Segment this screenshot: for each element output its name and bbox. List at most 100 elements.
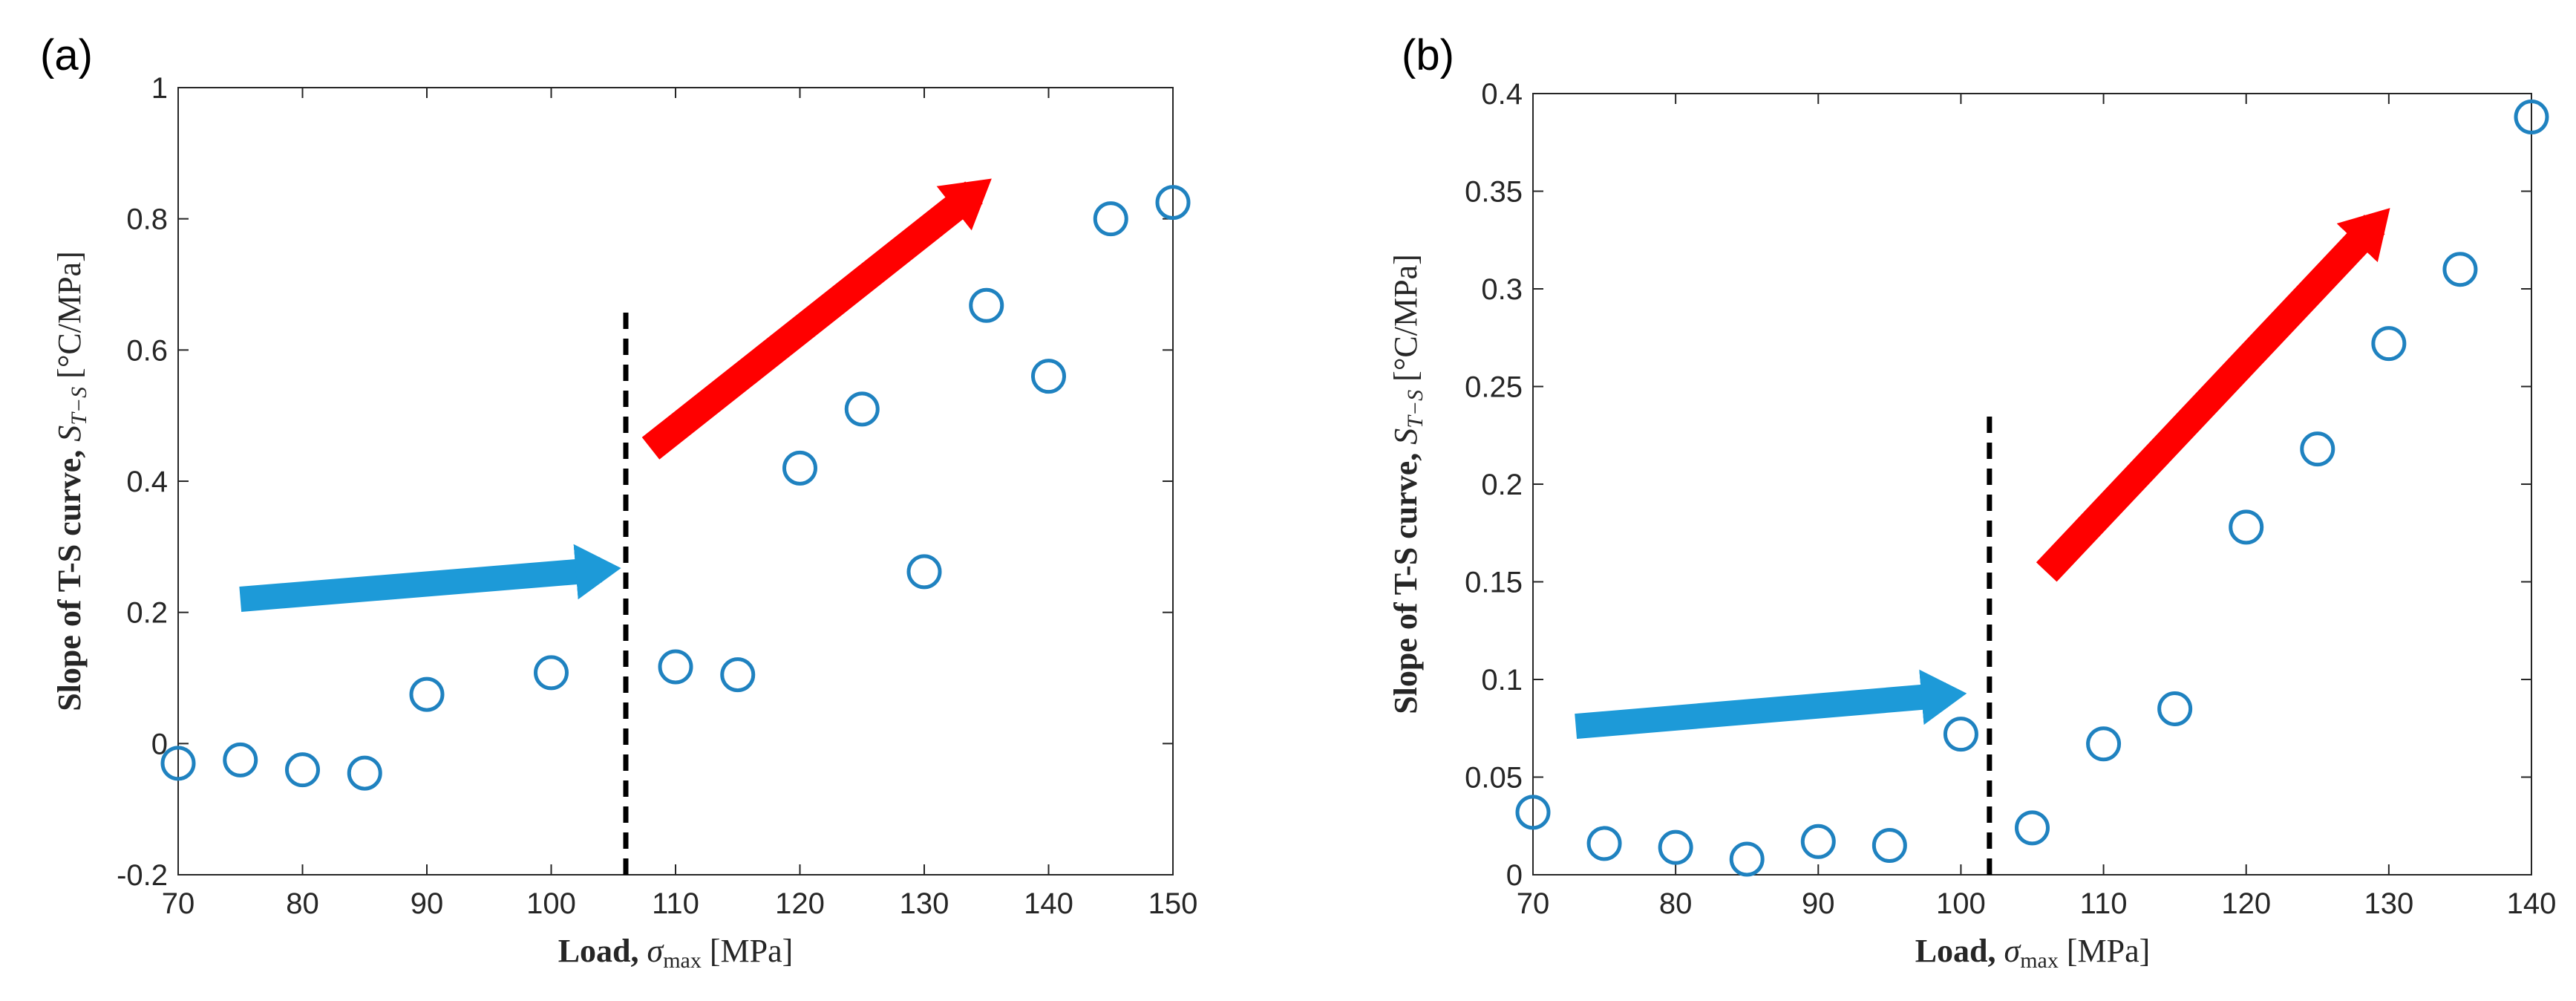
data-point bbox=[1093, 201, 1128, 237]
y-axis-title-b: Slope of T-S curve, ST−S [°C/MPa] bbox=[1387, 254, 1428, 714]
plot-area-a bbox=[177, 87, 1174, 876]
chart-panel-a: (a) 70 80 90 100 110 120 130 140 150 -0.2 0 0.2 0.4… bbox=[40, 31, 1197, 973]
plot-area-b bbox=[1532, 93, 2532, 876]
x-tick-label: 90 bbox=[411, 887, 444, 920]
x-axis-title-symbol: σ bbox=[2004, 933, 2022, 969]
data-point bbox=[2514, 100, 2549, 135]
data-series-a bbox=[160, 185, 1191, 791]
data-point bbox=[2371, 326, 2407, 362]
annotations-a bbox=[239, 178, 992, 875]
x-axis-title-suffix: [MPa] bbox=[2059, 933, 2150, 969]
y-tick-label: -0.2 bbox=[117, 859, 168, 892]
y-tick-label: 0.15 bbox=[1465, 567, 1523, 599]
y-axis-title-suffix: [°C/MPa] bbox=[1387, 254, 1424, 390]
x-tick-label: 120 bbox=[775, 887, 825, 920]
x-tick-label: 110 bbox=[652, 887, 699, 920]
data-point bbox=[2442, 252, 2478, 287]
red-trend-arrow bbox=[641, 178, 992, 460]
y-tick-label: 0.2 bbox=[1481, 469, 1523, 501]
x-tick-label: 70 bbox=[1517, 887, 1550, 920]
y-axis-title-symbol: S bbox=[1387, 428, 1424, 445]
data-point bbox=[1943, 717, 1978, 752]
x-tick-label: 90 bbox=[1802, 887, 1835, 920]
x-tick-label: 80 bbox=[286, 887, 319, 920]
x-tick-label: 120 bbox=[2221, 887, 2271, 920]
data-point bbox=[2157, 691, 2193, 726]
x-tick-label: 130 bbox=[2364, 887, 2413, 920]
data-point bbox=[1515, 795, 1551, 830]
x-tick-label: 70 bbox=[162, 887, 195, 920]
y-axis-title-suffix: [°C/MPa] bbox=[51, 251, 88, 387]
chart-panel-b: (b) 70 80 90 100 110 120 130 140 0 0.05 0.1 0.15 0.… bbox=[1387, 31, 2556, 973]
y-tick-label: 0.4 bbox=[1481, 78, 1523, 111]
x-tick-label: 140 bbox=[1024, 887, 1073, 920]
data-point bbox=[1586, 826, 1622, 861]
y-tick-label: 0.4 bbox=[126, 466, 168, 498]
y-tick-label: 0.1 bbox=[1481, 664, 1523, 697]
data-point bbox=[844, 391, 880, 427]
x-axis-title-b: Load, σmax [MPa] bbox=[1915, 933, 2151, 973]
y-axis-title-subscript: T−S bbox=[67, 387, 91, 425]
x-axis-title-prefix: Load, bbox=[558, 933, 647, 969]
data-point bbox=[720, 657, 756, 693]
data-point bbox=[2229, 509, 2264, 545]
y-tick-label: 0 bbox=[1506, 859, 1523, 892]
y-tick-label: 0.3 bbox=[1481, 273, 1523, 306]
red-trend-arrow bbox=[2036, 208, 2390, 582]
y-tick-label: 0.2 bbox=[126, 597, 168, 630]
annotations-b bbox=[1575, 208, 2390, 875]
x-axis-title-prefix: Load, bbox=[1915, 933, 2004, 969]
data-point bbox=[223, 742, 258, 777]
x-axis-a: 70 80 90 100 110 120 130 140 150 bbox=[162, 88, 1198, 920]
x-tick-label: 130 bbox=[900, 887, 949, 920]
y-axis-title-prefix: Slope of T-S curve, bbox=[51, 442, 88, 711]
data-point bbox=[285, 752, 320, 788]
y-axis-title-a: Slope of T-S curve, ST−S [°C/MPa] bbox=[51, 251, 91, 711]
data-point bbox=[1155, 185, 1191, 221]
x-axis-title-suffix: [MPa] bbox=[702, 933, 793, 969]
y-tick-label: 0 bbox=[151, 728, 168, 760]
x-tick-label: 110 bbox=[2080, 887, 2128, 920]
data-point bbox=[1031, 359, 1066, 394]
y-axis-title-symbol: S bbox=[51, 425, 88, 442]
x-tick-label: 100 bbox=[526, 887, 576, 920]
x-axis-title-symbol: σ bbox=[647, 933, 665, 969]
panel-label-a: (a) bbox=[40, 31, 93, 79]
y-tick-label: 0.6 bbox=[126, 334, 168, 367]
x-tick-label: 100 bbox=[1936, 887, 1986, 920]
data-point bbox=[2300, 431, 2335, 467]
data-point bbox=[1658, 829, 1693, 865]
x-axis-title-subscript: max bbox=[2020, 948, 2059, 973]
x-axis-b: 70 80 90 100 110 120 130 140 bbox=[1517, 94, 2557, 920]
y-axis-a: -0.2 0 0.2 0.4 0.6 0.8 1 bbox=[117, 72, 1173, 892]
y-axis-b: 0 0.05 0.1 0.15 0.2 0.25 0.3 0.35 0.4 bbox=[1465, 78, 2531, 892]
y-axis-title-prefix: Slope of T-S curve, bbox=[1387, 445, 1424, 714]
y-tick-label: 0.25 bbox=[1465, 371, 1523, 404]
data-point bbox=[1729, 841, 1765, 877]
x-tick-label: 80 bbox=[1659, 887, 1693, 920]
y-tick-label: 0.8 bbox=[126, 203, 168, 236]
data-point bbox=[409, 676, 445, 712]
data-point bbox=[1871, 828, 1907, 864]
x-tick-label: 150 bbox=[1148, 887, 1198, 920]
x-tick-label: 140 bbox=[2507, 887, 2557, 920]
y-tick-label: 0.35 bbox=[1465, 176, 1523, 209]
data-point bbox=[347, 755, 382, 791]
data-point bbox=[906, 554, 942, 590]
data-point bbox=[160, 746, 196, 781]
data-point bbox=[2086, 726, 2122, 762]
y-tick-label: 1 bbox=[151, 72, 168, 105]
data-point bbox=[1800, 824, 1836, 859]
blue-trend-arrow bbox=[1575, 669, 1967, 740]
data-series-b bbox=[1515, 100, 2549, 877]
data-point bbox=[658, 649, 693, 685]
x-axis-title-subscript: max bbox=[663, 948, 702, 973]
data-point bbox=[534, 655, 569, 691]
data-point bbox=[782, 450, 817, 486]
data-point bbox=[2015, 810, 2050, 846]
y-tick-label: 0.05 bbox=[1465, 762, 1523, 795]
panel-label-b: (b) bbox=[1402, 31, 1454, 79]
data-point bbox=[969, 287, 1004, 323]
x-axis-title-a: Load, σmax [MPa] bbox=[558, 933, 794, 973]
